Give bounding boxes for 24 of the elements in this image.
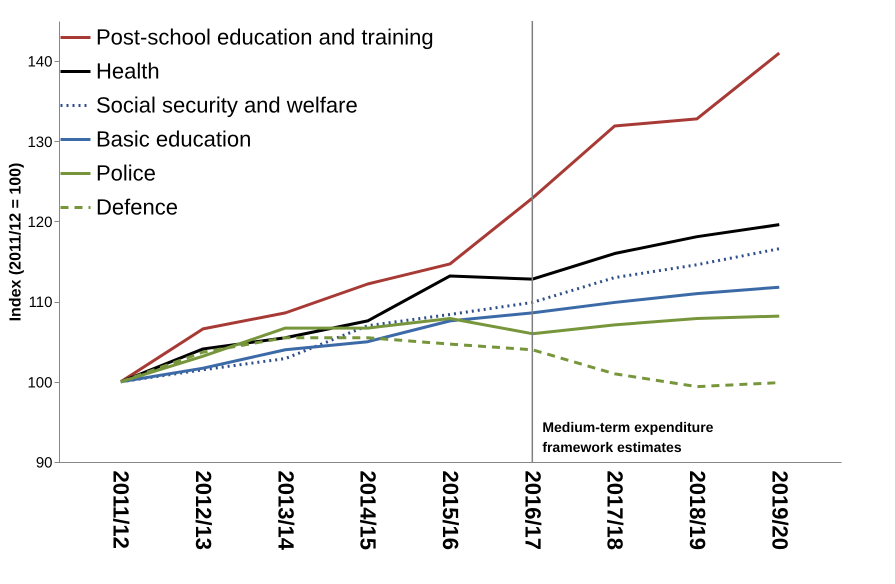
y-tick-label: 110 [28, 294, 52, 312]
y-tick-label: 120 [27, 214, 52, 231]
legend-label: Defence [96, 194, 178, 220]
x-tick-label: 2012/13 [191, 470, 216, 550]
y-tick-label: 140 [27, 54, 52, 71]
x-tick-label: 2014/15 [356, 470, 381, 550]
legend-label: Social security and welfare [96, 92, 358, 118]
ref-line-label: Medium-term expenditure framework estimates [542, 419, 714, 455]
x-tick-label: 2013/14 [273, 470, 298, 551]
legend-label: Health [96, 58, 160, 84]
legend-label: Basic education [96, 126, 252, 152]
y-axis-title: Index (2011/12 = 100) [7, 162, 24, 322]
legend-label: Post-school education and training [96, 24, 434, 50]
x-tick-label: 2015/16 [438, 470, 463, 550]
line-series [119, 286, 781, 384]
y-tick-label: 100 [27, 374, 52, 392]
x-tick-label: 2019/20 [767, 470, 792, 550]
x-tick-label: 2011/12 [108, 470, 134, 549]
x-tick-label: 2017/18 [602, 470, 628, 550]
y-tick-label: 130 [27, 134, 52, 151]
y-tick-label: 90 [36, 454, 52, 472]
x-tick-label: 2018/19 [684, 470, 710, 550]
legend-label: Police [96, 160, 156, 186]
x-tick-label: 2016/17 [520, 470, 546, 550]
